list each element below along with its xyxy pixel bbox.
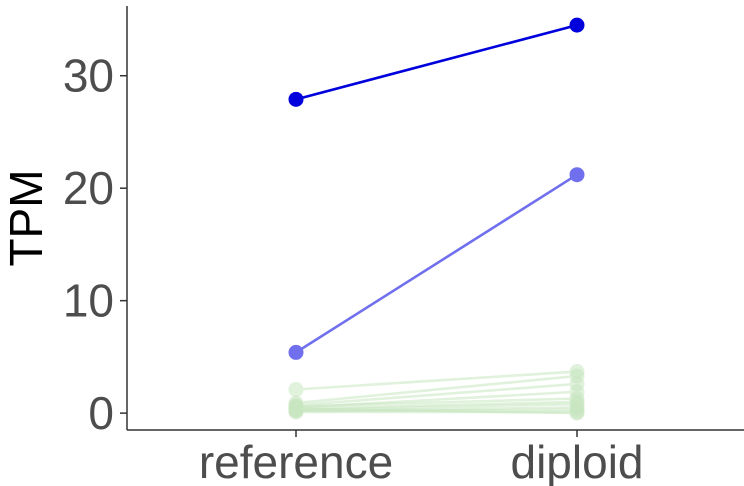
series-line bbox=[295, 23, 578, 101]
data-point bbox=[288, 401, 304, 417]
x-tick-label: diploid bbox=[511, 436, 644, 486]
series-12 bbox=[288, 401, 585, 421]
series-0 bbox=[288, 17, 585, 107]
series-layer bbox=[288, 17, 585, 421]
y-tick-label: 20 bbox=[63, 162, 114, 214]
data-point bbox=[288, 344, 304, 360]
series-line bbox=[295, 397, 578, 408]
series-line bbox=[295, 400, 578, 410]
y-ticks: 0 10 20 30 bbox=[63, 50, 127, 439]
series-line bbox=[295, 407, 578, 415]
data-point bbox=[288, 91, 304, 107]
data-point bbox=[569, 405, 585, 421]
data-point bbox=[569, 167, 585, 183]
series-1 bbox=[288, 167, 585, 360]
x-ticks: reference diploid bbox=[199, 430, 644, 486]
series-line bbox=[295, 173, 578, 354]
y-tick-label: 10 bbox=[63, 275, 114, 327]
y-axis-title: TPM bbox=[0, 169, 52, 266]
series-line bbox=[295, 370, 578, 391]
y-tick-label: 0 bbox=[88, 387, 114, 439]
series-line bbox=[295, 382, 578, 407]
x-tick-label: reference bbox=[199, 436, 393, 486]
axes-layer bbox=[126, 6, 744, 431]
data-point bbox=[569, 17, 585, 33]
data-point bbox=[288, 382, 304, 398]
y-tick-label: 30 bbox=[63, 50, 114, 102]
series-line bbox=[295, 374, 578, 405]
